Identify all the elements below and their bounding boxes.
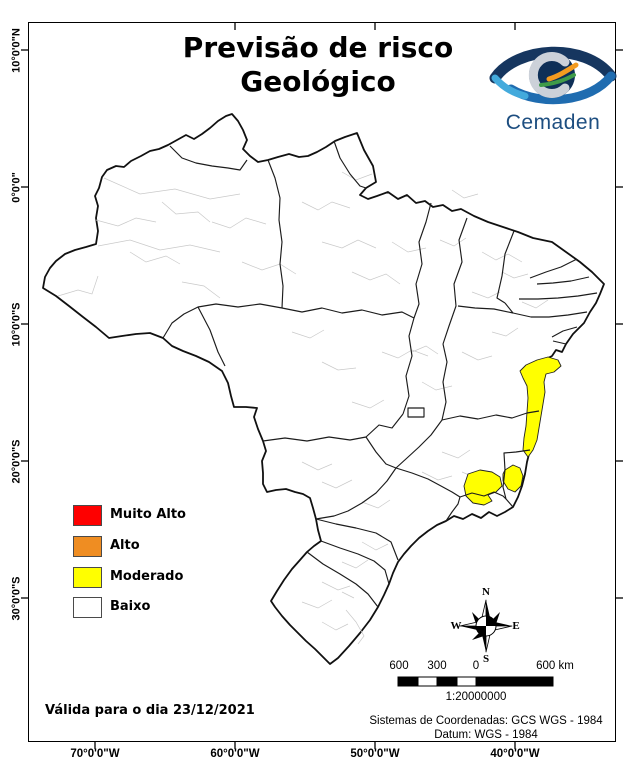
coordinate-system-note: Sistemas de Coordenadas: GCS WGS - 1984 — [369, 715, 603, 727]
legend-swatch-moderado — [73, 567, 102, 588]
brazil-country-outline — [42, 113, 605, 665]
lat-label-20s: 20°0'0"S — [10, 439, 23, 484]
map-title: Previsão de risco Geológico — [38, 31, 598, 98]
legend-label-muito-alto: Muito Alto — [110, 507, 186, 522]
compass-rose — [459, 599, 513, 653]
lon-label-70w: 70°0'0"W — [70, 748, 120, 760]
compass-west-label: W — [450, 620, 462, 632]
risk-regions-moderado — [463, 356, 562, 506]
scale-label-300: 300 — [427, 660, 447, 672]
municipality-borders — [57, 171, 549, 645]
cemaden-wordmark: Cemaden — [505, 111, 601, 134]
map-title-line1: Previsão de risco — [182, 31, 454, 64]
compass-north-label: N — [482, 586, 490, 598]
map-title-line2: Geológico — [240, 65, 396, 98]
legend-swatch-muito-alto — [73, 505, 102, 526]
legend-label-moderado: Moderado — [110, 569, 184, 584]
scale-label-600km: 600 km — [536, 660, 574, 672]
compass-east-label: E — [512, 620, 520, 632]
lat-label-0: 0°0'0" — [10, 172, 23, 203]
legend-label-baixo: Baixo — [110, 599, 151, 614]
legend-label-alto: Alto — [110, 538, 140, 553]
cemaden-eye-icon — [489, 46, 617, 105]
validity-date-note: Válida para o dia 23/12/2021 — [45, 703, 255, 718]
datum-note: Datum: WGS - 1984 — [434, 729, 538, 741]
legend-swatch-alto — [73, 536, 102, 557]
lon-label-50w: 50°0'0"W — [350, 748, 400, 760]
lon-label-40w: 40°0'0"W — [490, 748, 540, 760]
cemaden-logo: Cemaden — [489, 36, 617, 135]
lat-label-10n: 10°0'0"N — [10, 28, 23, 73]
legend-swatch-baixo — [73, 597, 102, 618]
lon-label-60w: 60°0'0"W — [210, 748, 260, 760]
risk-region-coastal-blob — [502, 464, 524, 493]
scale-label-0: 0 — [472, 660, 480, 672]
lat-label-10s: 10°0'0"S — [10, 302, 23, 347]
lat-label-30s: 30°0'0"S — [10, 576, 23, 621]
axis-ticks — [21, 23, 623, 749]
scale-label-600-left: 600 — [389, 660, 409, 672]
federal-district-outline — [407, 407, 425, 418]
scale-bar — [397, 676, 554, 687]
risk-region-coastal-strip — [519, 356, 562, 458]
state-borders — [162, 140, 598, 608]
scale-ratio: 1:20000000 — [445, 691, 507, 703]
compass-south-label: S — [482, 653, 490, 665]
